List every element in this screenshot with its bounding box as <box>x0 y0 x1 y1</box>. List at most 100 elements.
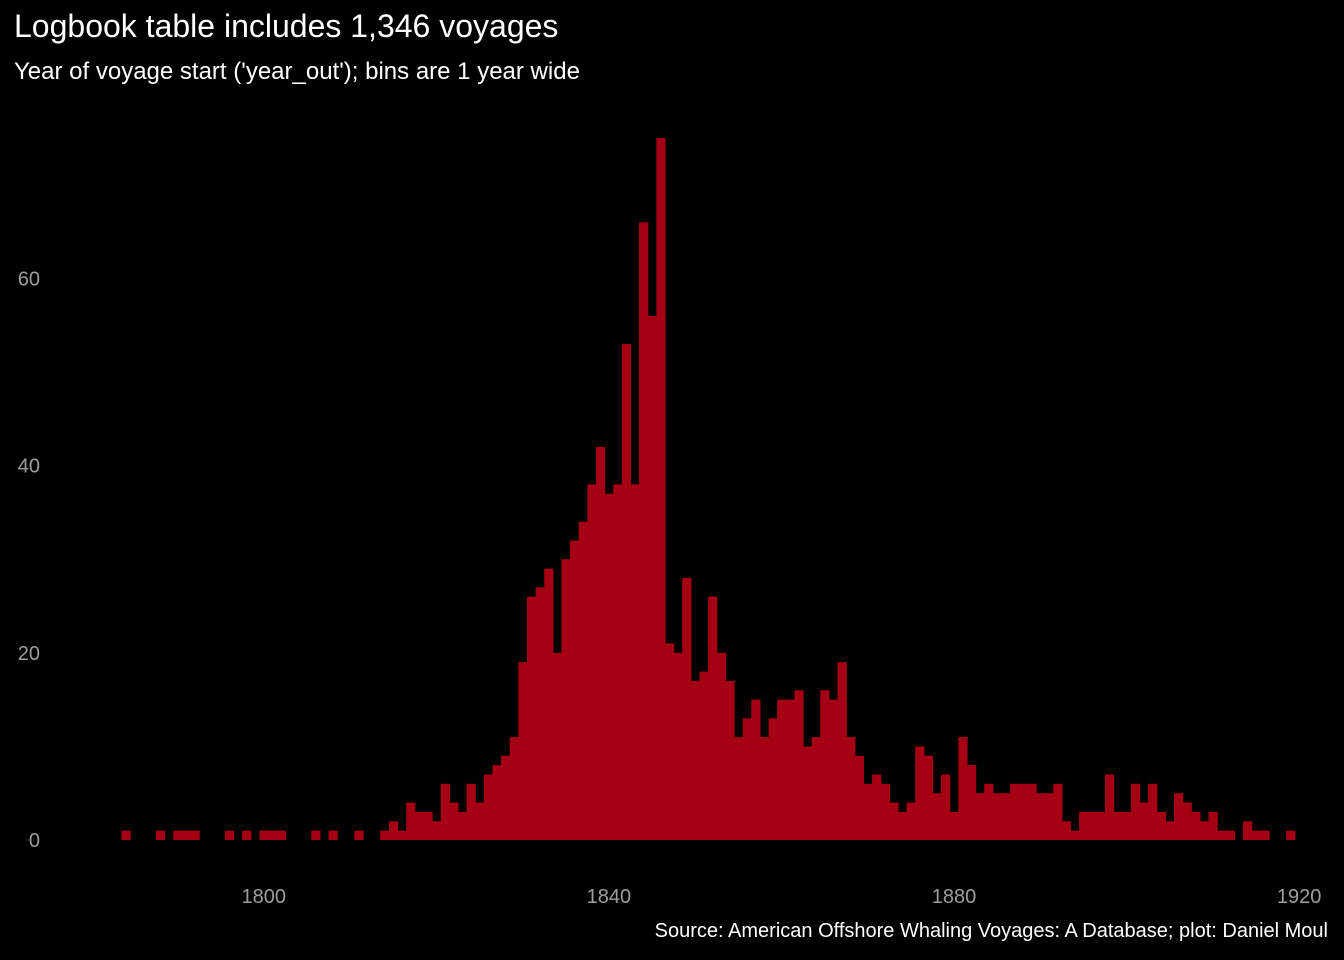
y-tick-label: 40 <box>18 456 40 478</box>
histogram-bar <box>794 690 804 840</box>
histogram-bar <box>984 783 994 840</box>
histogram-bar <box>1079 811 1089 840</box>
histogram-bar <box>190 830 200 840</box>
histogram-bar <box>121 830 131 840</box>
histogram-bar <box>742 718 752 840</box>
x-tick-label: 1920 <box>1277 886 1322 908</box>
histogram-bar <box>1199 821 1210 840</box>
histogram-bar <box>1191 811 1201 840</box>
histogram-bar <box>501 755 511 840</box>
histogram-bar <box>1260 830 1270 840</box>
histogram-bar <box>803 746 813 840</box>
histogram-bar <box>734 737 744 840</box>
histogram-bar <box>975 793 985 840</box>
histogram-bar <box>466 783 476 840</box>
histogram-bar <box>1053 783 1063 840</box>
histogram-bar <box>837 662 847 840</box>
histogram-bar <box>621 343 632 840</box>
histogram-bar <box>958 737 968 840</box>
histogram-bar <box>354 830 364 840</box>
histogram-bar <box>1251 830 1261 840</box>
histogram-bar <box>854 755 865 840</box>
histogram-bar <box>276 830 286 840</box>
histogram-bar <box>397 830 407 840</box>
histogram-bar <box>664 643 675 840</box>
histogram-bar <box>406 802 416 840</box>
histogram-bar <box>1061 821 1072 840</box>
histogram-bar <box>889 802 899 840</box>
histogram-bar <box>1035 793 1046 840</box>
histogram-bar <box>1027 783 1037 840</box>
histogram-bar <box>595 446 606 840</box>
histogram-bar <box>1018 783 1028 840</box>
histogram-bar <box>1044 793 1054 840</box>
histogram-bar <box>1010 783 1020 840</box>
histogram-bar <box>1113 811 1123 840</box>
histogram-bar <box>639 222 649 840</box>
histogram-bar <box>1070 830 1080 840</box>
y-tick-label: 0 <box>29 830 40 852</box>
histogram-bar <box>906 802 916 840</box>
y-tick-label: 20 <box>18 643 40 665</box>
histogram-bar <box>647 315 657 840</box>
histogram-bar <box>897 811 908 840</box>
histogram-bar <box>526 596 537 840</box>
histogram-bar <box>699 671 709 840</box>
x-tick-label: 1840 <box>587 886 632 908</box>
histogram-bar <box>1156 811 1166 840</box>
histogram-bar <box>949 811 959 840</box>
histogram-bar <box>923 755 934 840</box>
histogram-bar <box>1087 811 1097 840</box>
histogram-bar <box>630 484 640 840</box>
histogram-bar <box>932 793 942 840</box>
y-tick-label: 60 <box>18 268 40 290</box>
histogram-bar <box>725 680 735 840</box>
histogram-bar <box>1182 802 1192 840</box>
histogram-bar <box>1208 811 1218 840</box>
histogram-bar <box>1139 802 1149 840</box>
histogram-bar <box>181 830 192 840</box>
histogram-bar <box>1165 821 1175 840</box>
histogram-bar <box>475 802 485 840</box>
histogram-bar <box>1130 783 1141 840</box>
histogram-bar <box>570 540 580 840</box>
histogram-bar <box>751 699 761 840</box>
histogram-bar <box>613 484 623 840</box>
histogram-bar <box>690 680 701 840</box>
histogram-bar <box>587 484 597 840</box>
histogram-bar <box>561 559 571 840</box>
histogram-bar <box>449 802 459 840</box>
histogram-bar <box>656 138 666 840</box>
histogram-bar <box>509 737 519 840</box>
chart-subtitle: Year of voyage start ('year_out'); bins … <box>14 58 580 85</box>
histogram-bar <box>1243 821 1253 840</box>
histogram-bar <box>768 718 778 840</box>
histogram-bar <box>544 568 554 840</box>
histogram-bar <box>457 811 468 840</box>
histogram-bar <box>863 783 873 840</box>
histogram-bar <box>440 783 450 840</box>
histogram-bar <box>880 783 890 840</box>
histogram-bar <box>828 699 839 840</box>
histogram-bar <box>380 830 390 840</box>
histogram-bar <box>785 699 796 840</box>
histogram-bar <box>259 830 269 840</box>
histogram-bar <box>1001 793 1011 840</box>
chart-title: Logbook table includes 1,346 voyages <box>14 8 559 44</box>
x-tick-label: 1880 <box>932 886 977 908</box>
histogram-bar <box>1217 830 1227 840</box>
histogram-bar <box>388 821 399 840</box>
histogram-bar <box>604 493 614 840</box>
histogram-bar <box>224 830 235 840</box>
histogram-bar <box>1225 830 1236 840</box>
histogram-bar <box>673 652 683 840</box>
histogram-bar <box>414 811 425 840</box>
histogram-bar <box>820 690 830 840</box>
histogram-bar <box>311 830 321 840</box>
histogram-bar <box>535 587 545 840</box>
histogram-bar <box>992 793 1003 840</box>
histogram-bar <box>328 830 338 840</box>
chart-caption: Source: American Offshore Whaling Voyage… <box>654 920 1328 942</box>
histogram-bar <box>1122 811 1132 840</box>
